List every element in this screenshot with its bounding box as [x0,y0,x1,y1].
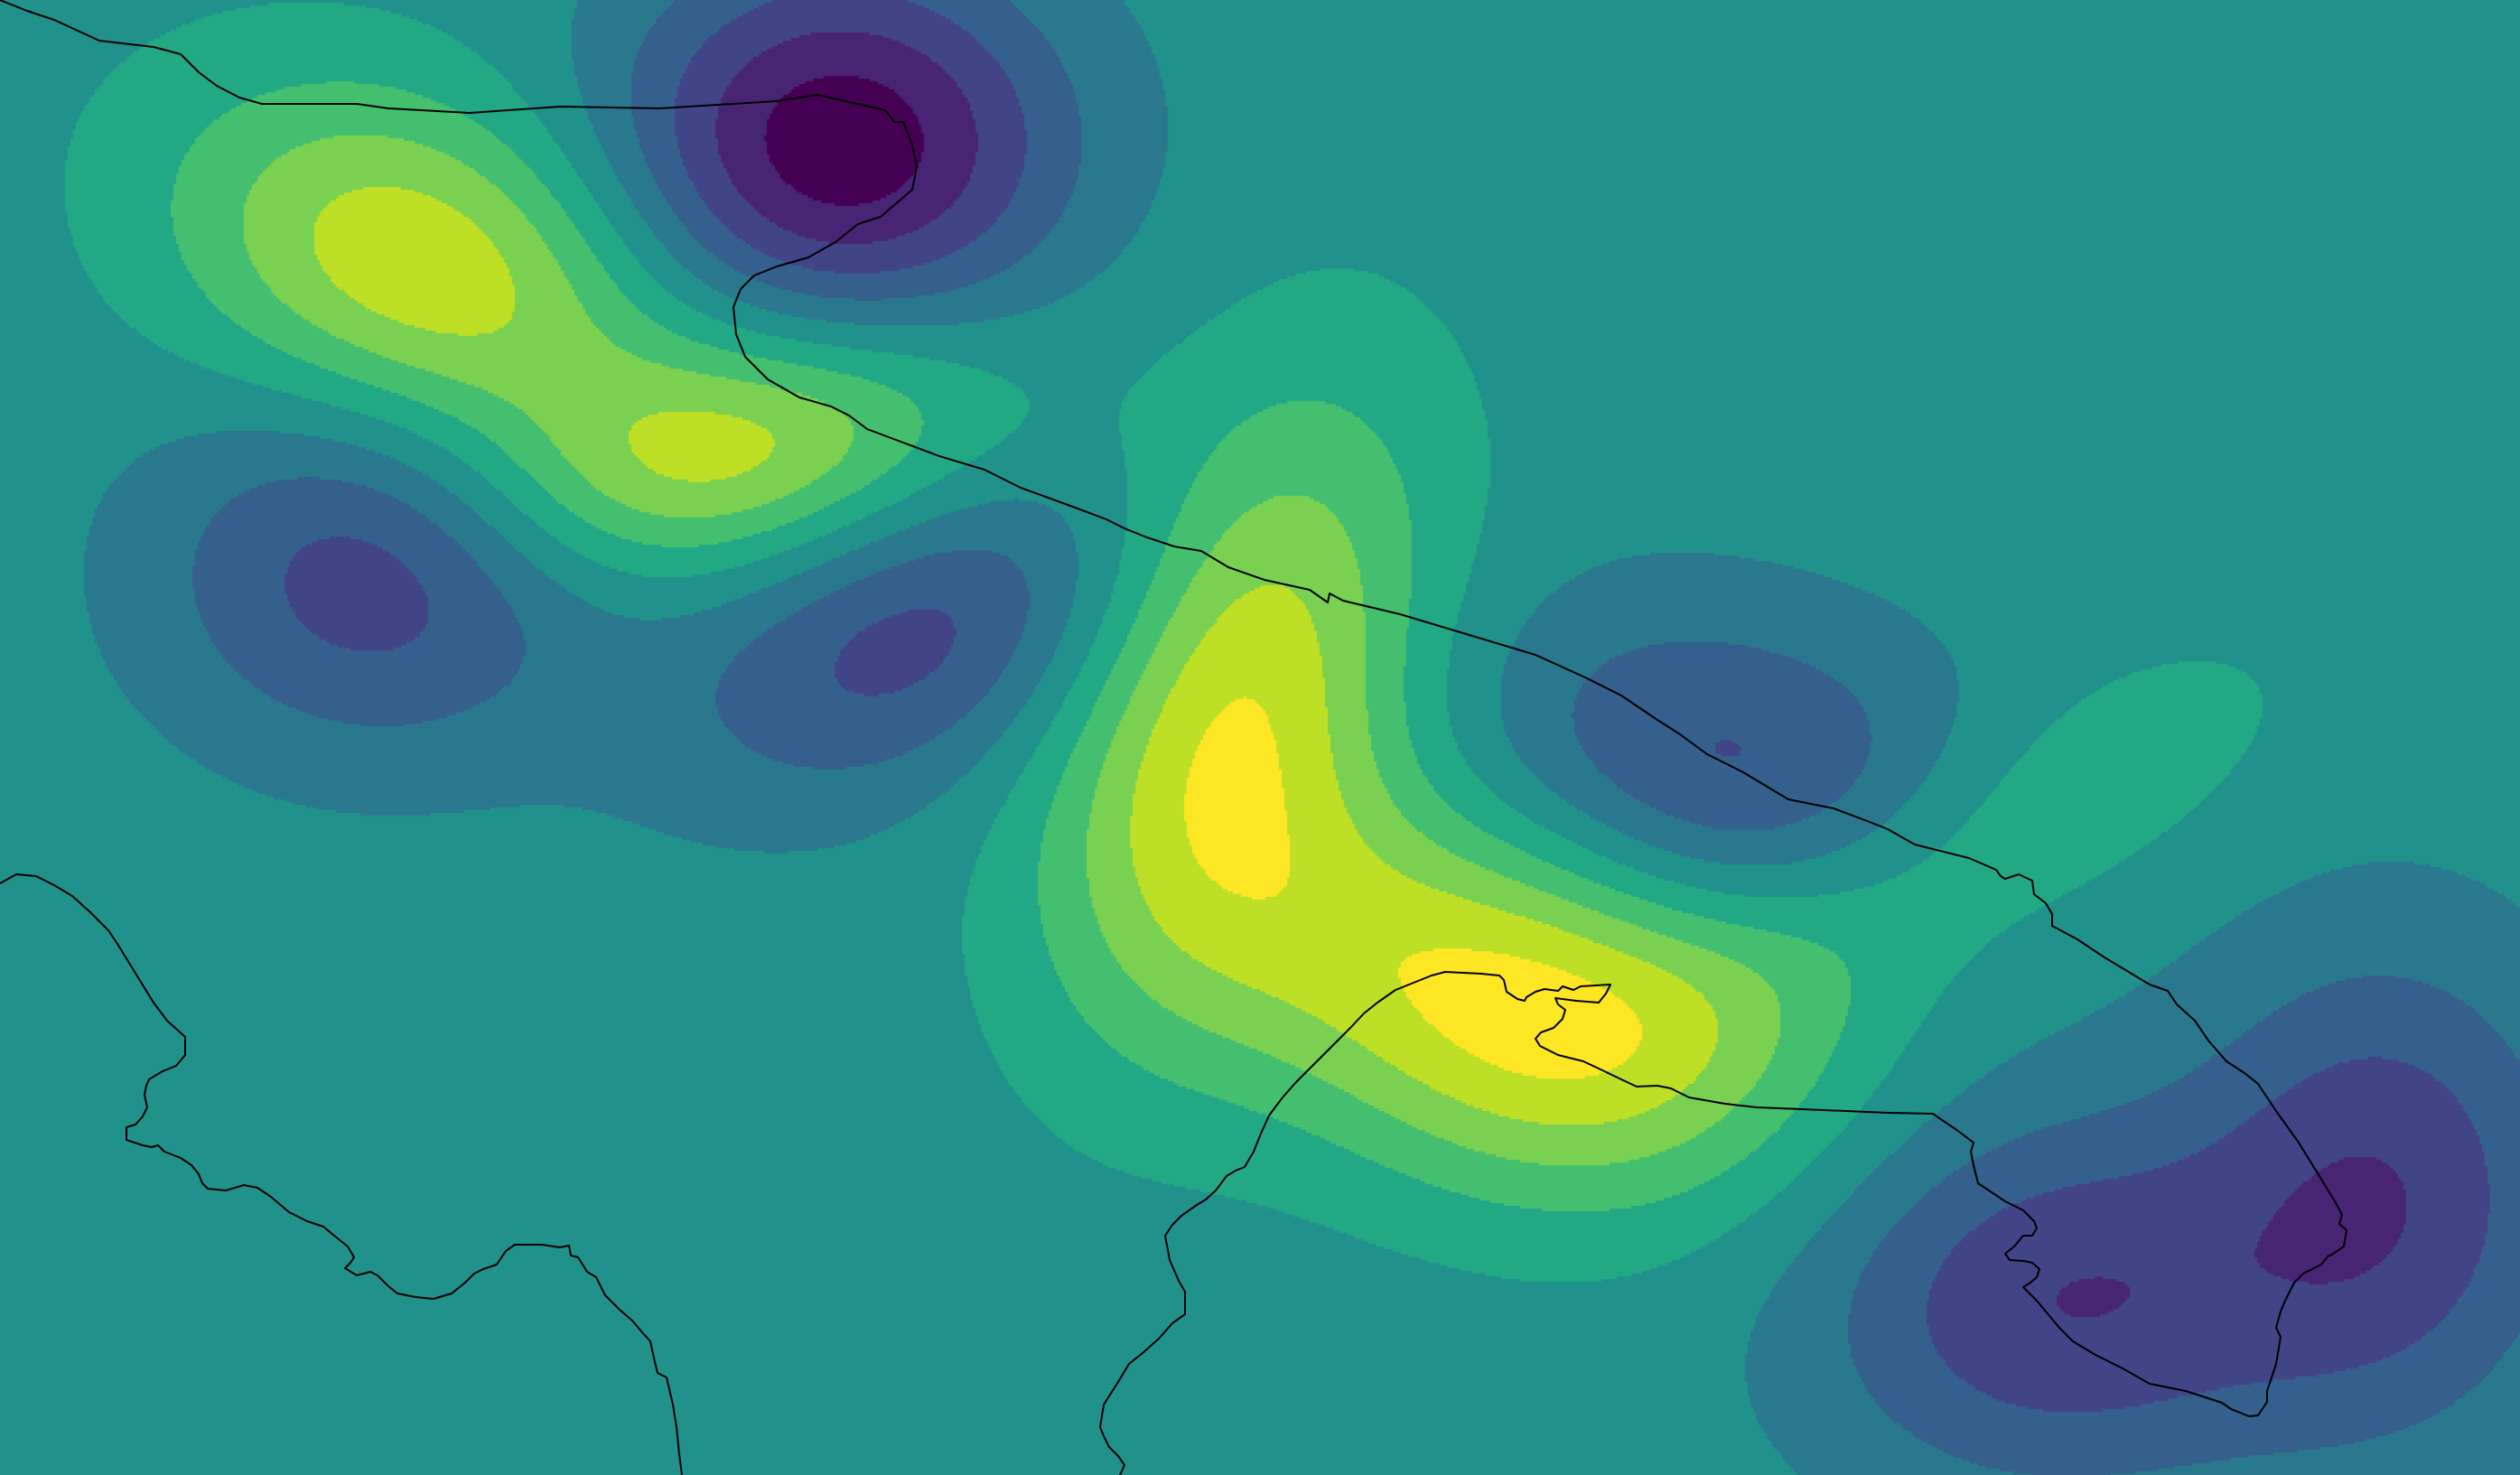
coastline-southern [0,873,683,1475]
coastline-northern [0,0,2347,1475]
